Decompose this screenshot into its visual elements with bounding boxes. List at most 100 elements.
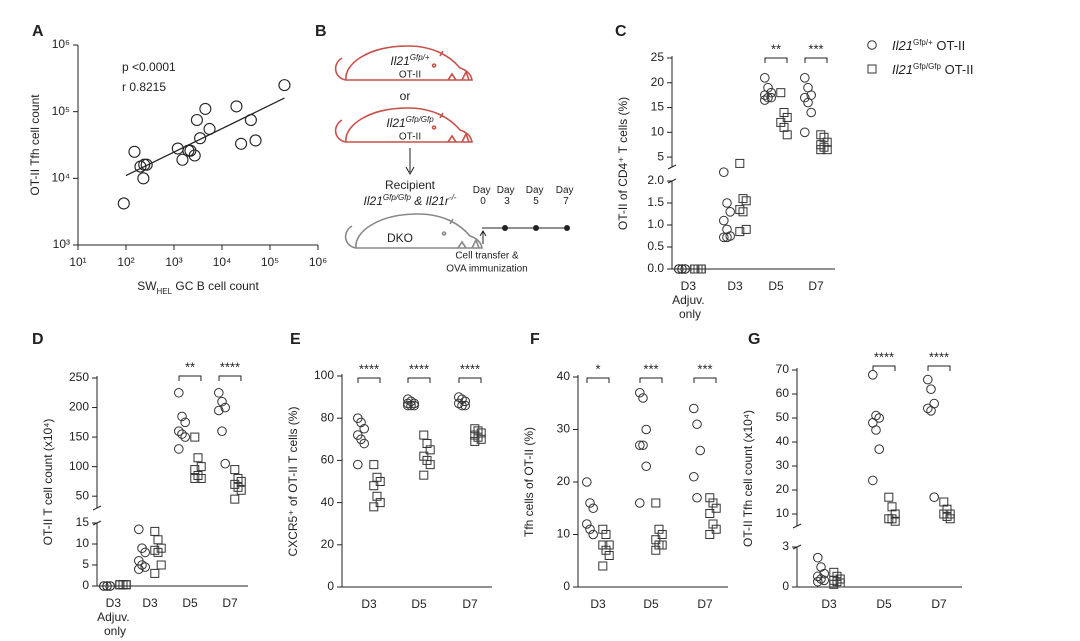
- y-tick-label: 25: [651, 50, 665, 64]
- donor-cells: OT-II: [399, 132, 421, 143]
- circle-point: [800, 127, 810, 138]
- significance-bracket: [764, 57, 788, 63]
- square-point: [741, 224, 751, 234]
- legend-marker: [867, 40, 877, 50]
- y-tick-label: 40: [776, 434, 790, 448]
- significance-label: **: [771, 41, 781, 56]
- day-label: Day 7: [556, 185, 577, 207]
- y-tick-label: 50: [776, 410, 790, 424]
- y-tick-label: 10: [776, 506, 790, 520]
- timeline-dot: [502, 225, 508, 231]
- circle-point: [803, 97, 813, 108]
- y-tick-label: 20: [321, 537, 335, 551]
- x-tick-label: D5: [182, 596, 198, 610]
- arrow-head: [479, 230, 487, 237]
- circle-point: [766, 87, 777, 98]
- square-point: [651, 535, 661, 545]
- circle-point: [102, 581, 112, 591]
- square-point: [657, 530, 667, 539]
- circle-point: [719, 215, 729, 226]
- circle-point: [220, 402, 230, 413]
- square-point: [822, 137, 832, 147]
- text-part: Il21: [390, 54, 409, 68]
- text-part: Il21: [386, 116, 405, 130]
- y-tick-label: 200: [69, 400, 89, 414]
- circle-point: [689, 403, 699, 414]
- square-point: [705, 509, 715, 518]
- circle-point: [174, 426, 184, 436]
- day-label: Day 3: [497, 185, 518, 207]
- circle-point: [105, 581, 115, 591]
- circle-point: [813, 576, 823, 587]
- italic-part: Il21: [892, 38, 913, 53]
- x-tick-label: 10⁶: [309, 255, 327, 269]
- square-point: [696, 264, 706, 274]
- circle-point: [760, 73, 770, 83]
- circle-point: [722, 198, 732, 208]
- square-point: [419, 430, 429, 440]
- significance-label: ***: [697, 361, 712, 376]
- y-tick-label: 150: [69, 429, 89, 443]
- square-point: [419, 470, 429, 480]
- x-tick-label: D5: [643, 597, 659, 611]
- x-tick-label: D7: [462, 597, 478, 611]
- square-point: [190, 432, 200, 442]
- y-tick-label: 80: [321, 410, 335, 424]
- square-point: [705, 493, 715, 503]
- circle-point: [140, 562, 150, 572]
- italic-part: Il21: [892, 62, 913, 77]
- x-tick-label: D7: [808, 279, 824, 293]
- y-tick-label: 5: [82, 557, 89, 571]
- circle-point: [582, 519, 592, 529]
- annotation: r 0.8215: [122, 80, 166, 94]
- square-point: [779, 122, 789, 132]
- square-point: [233, 482, 243, 492]
- circle-point: [140, 547, 150, 558]
- square-point: [230, 479, 240, 489]
- y-tick-label: 100: [314, 368, 334, 382]
- panel-letter: F: [530, 331, 540, 348]
- point: [176, 153, 189, 166]
- donor-cells: OT-II: [399, 70, 421, 81]
- square-point: [193, 453, 203, 463]
- significance-label: **: [185, 359, 195, 374]
- circle-point: [180, 417, 190, 428]
- square-point: [601, 530, 611, 539]
- square-point: [782, 130, 792, 140]
- square-point: [657, 540, 667, 550]
- square-point: [651, 498, 661, 508]
- circle-point: [819, 568, 830, 579]
- circle-point: [923, 374, 933, 385]
- y-tick-label: 30: [776, 458, 790, 472]
- significance-bracket: [804, 57, 828, 63]
- square-point: [230, 465, 240, 475]
- circle-point: [868, 370, 878, 380]
- significance-label: ****: [220, 359, 240, 374]
- square-point: [939, 509, 949, 519]
- x-tick-label: 10⁵: [261, 255, 279, 269]
- square-point: [741, 196, 751, 206]
- significance-label: ***: [643, 361, 658, 376]
- square-point: [150, 545, 160, 555]
- square-point: [711, 524, 721, 534]
- text-part: Il21: [364, 194, 383, 208]
- significance-bracket: [178, 375, 202, 381]
- square-point: [708, 519, 718, 529]
- circle-point: [868, 475, 878, 486]
- circle-point: [99, 581, 109, 591]
- annotation: p <0.0001: [122, 60, 176, 74]
- y-tick-label: 15: [76, 515, 90, 529]
- circle-point: [641, 424, 652, 435]
- superscript: Gfp/+: [410, 53, 430, 62]
- point: [194, 132, 207, 145]
- x-axis-label: SWHEL GC B cell count: [137, 279, 259, 295]
- circle-point: [722, 224, 732, 235]
- point: [188, 149, 201, 162]
- square-point: [150, 526, 160, 536]
- y-tick-label: 10: [76, 536, 90, 550]
- significance-bracket: [927, 365, 951, 371]
- circle-point: [800, 73, 810, 83]
- circle-point: [635, 387, 645, 398]
- square-point: [654, 540, 664, 550]
